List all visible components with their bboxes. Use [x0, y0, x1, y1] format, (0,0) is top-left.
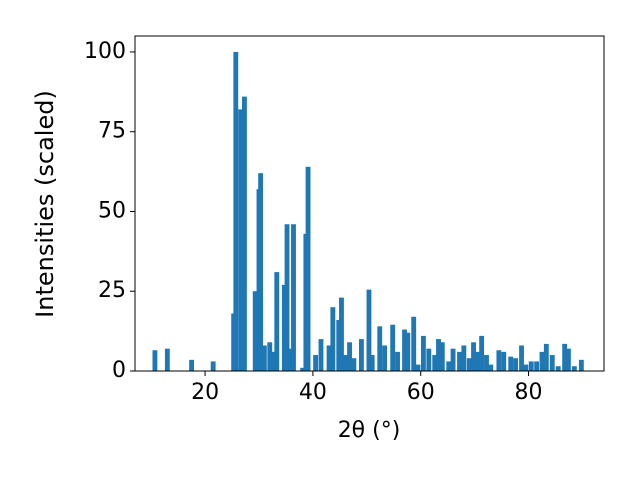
bar — [562, 343, 568, 371]
bar — [420, 335, 426, 371]
bar — [238, 109, 244, 371]
bar — [271, 351, 276, 371]
bar — [305, 166, 311, 371]
bar — [450, 348, 456, 371]
bar — [415, 364, 421, 371]
bar — [366, 289, 372, 371]
bar — [466, 358, 472, 371]
bar — [318, 339, 324, 371]
bar — [426, 348, 432, 371]
bar — [252, 291, 258, 371]
bar — [291, 224, 296, 371]
bar — [330, 307, 336, 371]
bar — [534, 361, 540, 371]
y-axis-label: Intensities (scaled) — [31, 90, 59, 318]
bar — [274, 272, 280, 371]
bar — [382, 345, 388, 371]
bar — [446, 361, 452, 371]
bar — [488, 364, 494, 371]
bar — [351, 358, 357, 371]
y-tick-label: 0 — [112, 358, 126, 383]
x-tick-label: 40 — [299, 380, 327, 405]
bar — [233, 51, 239, 371]
bar — [261, 345, 267, 371]
bar — [313, 355, 319, 371]
bar — [501, 351, 507, 371]
bar — [339, 297, 344, 371]
bar — [152, 350, 158, 371]
bar — [484, 355, 489, 371]
bar — [519, 345, 524, 371]
bar — [377, 326, 383, 371]
bar — [369, 355, 375, 371]
y-tick-label: 75 — [98, 119, 126, 144]
bar — [471, 342, 476, 371]
bar — [436, 339, 441, 371]
bar — [347, 342, 352, 371]
bar — [342, 355, 348, 371]
bar — [457, 351, 462, 371]
bar — [543, 343, 549, 371]
bar — [523, 364, 529, 371]
bar — [288, 348, 294, 371]
bar — [411, 316, 417, 371]
bar — [358, 339, 364, 371]
bar — [210, 361, 216, 371]
bar — [549, 355, 555, 371]
x-axis-label: 2θ (°) — [338, 418, 401, 443]
bar — [578, 359, 584, 371]
bar — [439, 342, 445, 371]
bar — [565, 348, 571, 371]
x-tick-label: 60 — [407, 380, 435, 405]
y-tick-label: 25 — [98, 278, 126, 303]
bar — [242, 96, 247, 371]
bar — [405, 332, 411, 371]
bar — [496, 350, 502, 371]
bar — [528, 361, 534, 371]
bar — [571, 366, 577, 371]
bar — [336, 319, 342, 371]
bar — [555, 366, 561, 371]
bar — [508, 356, 514, 371]
bar — [402, 329, 407, 371]
bar — [395, 351, 400, 371]
bar — [390, 324, 396, 371]
x-tick-label: 20 — [191, 380, 219, 405]
bar — [284, 224, 290, 371]
bar — [432, 355, 438, 371]
bar — [474, 351, 480, 371]
bar — [258, 173, 264, 371]
bar — [513, 358, 519, 371]
bar — [267, 342, 273, 371]
y-tick-label: 50 — [98, 198, 126, 223]
bar — [326, 345, 332, 371]
bar — [461, 345, 467, 371]
bar — [189, 359, 195, 371]
plot-frame — [134, 35, 605, 372]
bar — [479, 335, 485, 371]
x-tick-label: 80 — [515, 380, 543, 405]
bar — [300, 367, 306, 371]
bar — [164, 348, 170, 371]
y-tick-label: 100 — [84, 39, 126, 64]
bar — [539, 351, 545, 371]
bar — [281, 284, 287, 371]
